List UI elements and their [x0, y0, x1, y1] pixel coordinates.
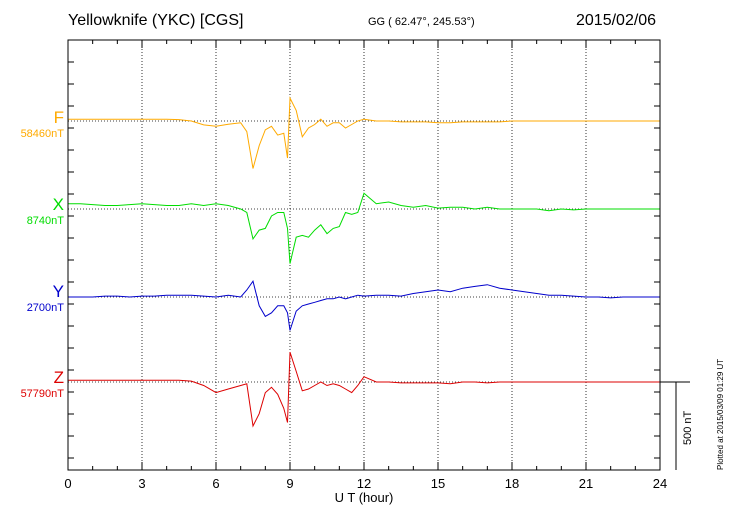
component-letter: Y [52, 282, 64, 301]
chart-date: 2015/02/06 [576, 12, 657, 29]
series-lines [68, 96, 660, 428]
x-tick-label: 21 [579, 476, 593, 491]
grid [141, 40, 587, 470]
plot-frame [67, 39, 661, 471]
component-letter: F [53, 108, 64, 127]
component-letter: X [52, 195, 64, 214]
component-baseline-value: 8740nT [26, 215, 64, 227]
component-letter: Z [53, 368, 64, 387]
chart-title: Yellowknife (YKC) [CGS] [68, 12, 244, 29]
x-tick-label: 0 [64, 476, 71, 491]
scale-bar: 500 nT [660, 381, 694, 470]
series-line-z [68, 351, 660, 428]
component-label-x: X 8740nT [27, 195, 64, 227]
series-line-f [68, 96, 660, 169]
plotted-timestamp: Plotted at 2015/03/09 01:29 UT [716, 358, 725, 470]
x-tick-label: 3 [138, 476, 145, 491]
x-tick-label: 15 [431, 476, 445, 491]
x-tick-label: 18 [505, 476, 519, 491]
x-tick-label: 9 [286, 476, 293, 491]
component-baseline-value: 58460nT [20, 128, 64, 140]
x-tick-label: 12 [357, 476, 371, 491]
component-label-f: F 58460nT [21, 108, 64, 140]
x-tick-label: 24 [653, 476, 667, 491]
axes: 0 3 6 9 12 15 18 21 24 [64, 39, 667, 491]
component-baseline-value: 2700nT [26, 302, 64, 314]
series-line-x [68, 192, 660, 264]
component-label-y: Y 2700nT [27, 282, 64, 314]
scale-bar-label: 500 nT [682, 410, 694, 445]
component-label-z: Z 57790nT [21, 368, 64, 400]
x-tick-label: 6 [212, 476, 219, 491]
station-coordinates: GG ( 62.47°, 245.53°) [368, 16, 475, 28]
x-axis-label: U T (hour) [335, 490, 394, 505]
component-baseline-value: 57790nT [20, 388, 64, 400]
series-line-y [68, 280, 660, 331]
